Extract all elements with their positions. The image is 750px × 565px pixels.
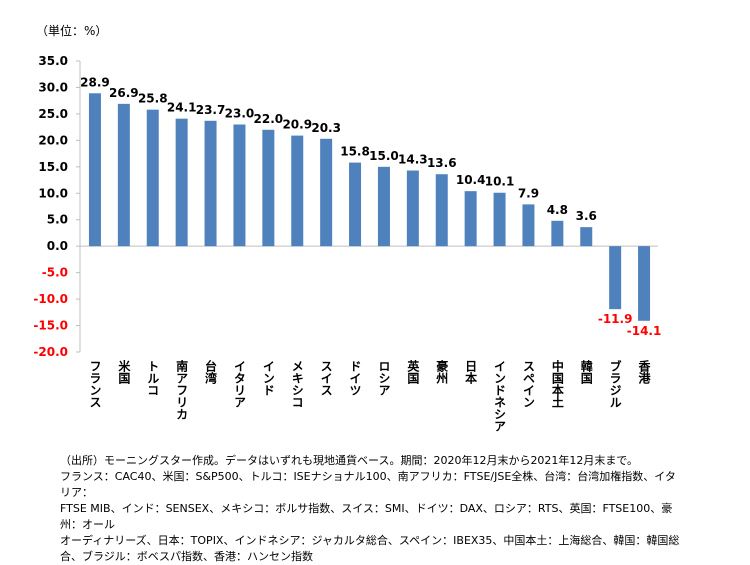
category-label-15: インドネシア <box>492 360 507 432</box>
category-label-5: 台湾 <box>203 360 218 384</box>
bar-8 <box>291 135 304 247</box>
category-label-1: フランス <box>87 360 102 408</box>
category-label-16: スペイン <box>521 360 536 408</box>
bar-4 <box>175 118 188 247</box>
category-label-6: イタリア <box>232 360 247 408</box>
data-label-13: 13.6 <box>427 156 457 170</box>
category-label-13: 豪州 <box>434 360 449 384</box>
bar-20 <box>638 246 651 321</box>
data-label-10: 15.8 <box>340 145 370 159</box>
data-label-6: 23.0 <box>225 106 255 120</box>
data-label-17: 4.8 <box>547 203 568 217</box>
bar-18 <box>580 227 593 247</box>
bars <box>88 93 651 321</box>
category-label-17: 中国本土 <box>550 360 565 408</box>
source-note: （出所）モーニングスター作成。データはいずれも現地通貨ベース。期間：2020年1… <box>60 453 680 565</box>
bar-12 <box>406 170 419 247</box>
category-label-8: メキシコ <box>290 360 305 408</box>
bar-16 <box>522 204 535 247</box>
bar-2 <box>117 103 130 247</box>
category-label-14: 日本 <box>463 360 478 384</box>
footer-line-4: オーディナリーズ、日本：TOPIX、インドネシア：ジャカルタ総合、スペイン：IB… <box>60 534 680 547</box>
y-axis: 35.0 30.0 25.0 20.0 15.0 10.0 5.0 0.0 -5.0 -10.0 -… <box>33 54 658 359</box>
data-label-15: 10.1 <box>485 175 515 189</box>
y-tick-label: 5.0 <box>47 213 68 227</box>
bar-19 <box>609 246 622 310</box>
bar-9 <box>320 138 333 247</box>
y-tick-label: 20.0 <box>38 133 68 147</box>
y-tick-label: -5.0 <box>42 266 68 280</box>
y-tick-label: 35.0 <box>38 54 68 68</box>
category-label-9: スイス <box>319 360 334 396</box>
y-tick-label: -15.0 <box>33 319 68 333</box>
bar-14 <box>464 191 477 247</box>
y-tick-label: 10.0 <box>38 186 68 200</box>
data-label-19: -11.9 <box>598 312 633 326</box>
data-label-4: 24.1 <box>167 101 197 115</box>
category-label-10: ドイツ <box>348 360 363 396</box>
category-label-19: ブラジル <box>608 360 623 408</box>
footer-line-5: 合、ブラジル：ボベスパ指数、香港：ハンセン指数 <box>60 550 313 563</box>
data-label-16: 7.9 <box>518 186 539 200</box>
data-label-3: 25.8 <box>138 92 168 106</box>
y-tick-label: 30.0 <box>38 80 68 94</box>
footer-line-1: （出所）モーニングスター作成。データはいずれも現地通貨ベース。期間：2020年1… <box>60 454 638 467</box>
y-tick-label: -20.0 <box>33 345 68 359</box>
bar-13 <box>435 174 448 247</box>
footer-line-3: FTSE MIB、インド：SENSEX、メキシコ：ボルサ指数、スイス：SMI、ド… <box>60 502 673 531</box>
bar-7 <box>262 129 275 247</box>
category-label-18: 韓国 <box>579 360 594 384</box>
data-label-2: 26.9 <box>109 86 139 100</box>
data-label-1: 28.9 <box>80 75 110 89</box>
bar-chart: 35.0 30.0 25.0 20.0 15.0 10.0 5.0 0.0 -5.0 -10.0 -… <box>33 54 661 359</box>
bar-17 <box>551 220 564 247</box>
category-label-11: ロシア <box>376 360 391 396</box>
data-label-20: -14.1 <box>627 324 662 338</box>
data-labels: 28.926.9 25.824.1 23.7 23.0 22.0 20.9 20.3 15.8… <box>80 75 661 338</box>
data-label-11: 15.0 <box>369 149 399 163</box>
bar-1 <box>88 93 101 247</box>
bar-11 <box>377 166 390 247</box>
y-tick-label: 15.0 <box>38 160 68 174</box>
data-label-14: 10.4 <box>456 173 486 187</box>
data-label-12: 14.3 <box>398 153 428 167</box>
category-label-2: 米国 <box>116 360 131 384</box>
bar-10 <box>349 162 362 247</box>
category-label-7: インド <box>261 360 276 396</box>
data-label-9: 20.3 <box>311 121 341 135</box>
data-label-18: 3.6 <box>576 209 597 223</box>
y-tick-label: -10.0 <box>33 292 68 306</box>
bar-6 <box>233 124 246 247</box>
category-label-20: 香港 <box>637 360 652 384</box>
footer-line-2: フランス：CAC40、米国：S&P500、トルコ：ISEナショナル100、南アフ… <box>60 470 676 499</box>
unit-label: （単位：%） <box>36 24 108 38</box>
bar-15 <box>493 192 506 247</box>
data-label-5: 23.7 <box>196 103 226 117</box>
y-tick-label: 25.0 <box>38 107 68 121</box>
category-label-3: トルコ <box>145 360 160 396</box>
category-label-12: 英国 <box>405 360 420 384</box>
data-label-8: 20.9 <box>282 118 312 132</box>
bar-3 <box>146 109 159 247</box>
bar-5 <box>204 120 217 247</box>
data-label-7: 22.0 <box>254 112 284 126</box>
category-label-4: 南アフリカ <box>174 360 189 420</box>
y-tick-label: 0.0 <box>47 239 68 253</box>
